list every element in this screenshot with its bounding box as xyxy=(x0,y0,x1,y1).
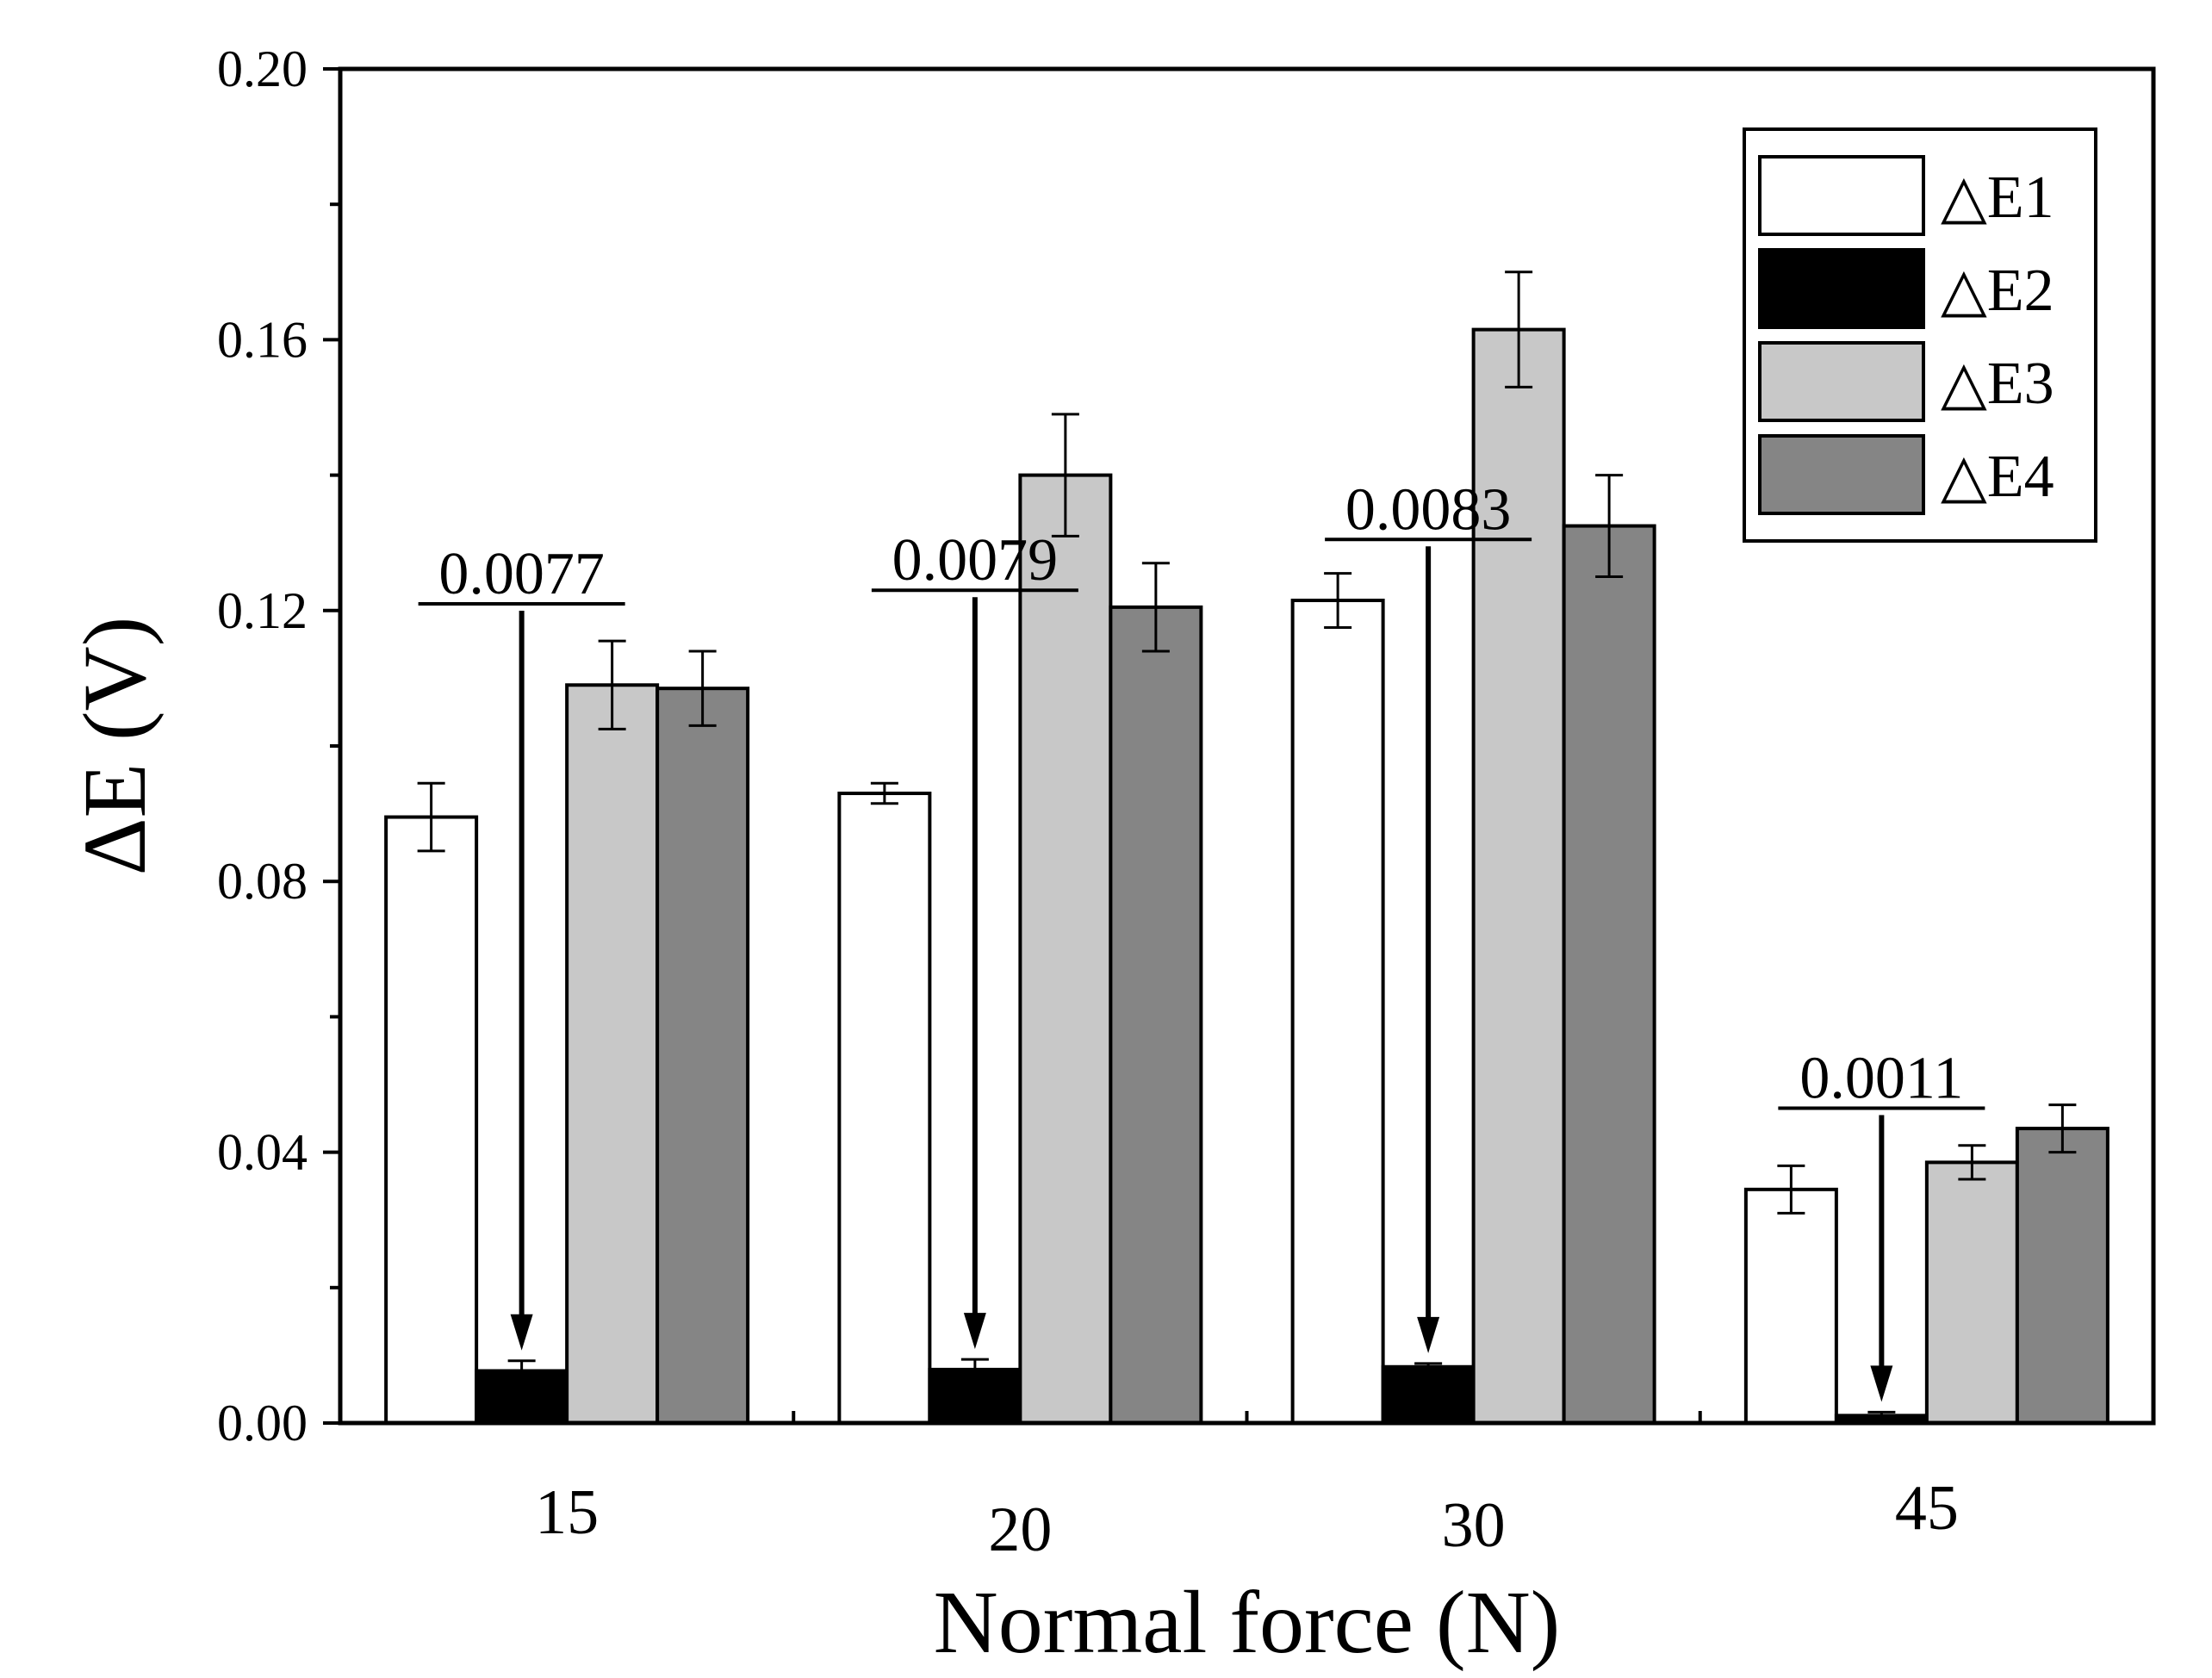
annotations-layer: 0.0077 0.0079 0.0083 0.0011 xyxy=(418,476,1985,1402)
bar-△E1-15 xyxy=(384,815,479,1425)
legend-label: △E4 xyxy=(1941,444,2054,510)
bar-△E4-15 xyxy=(656,687,750,1425)
bar-△E1-20 xyxy=(837,792,932,1425)
bar-△E3-15 xyxy=(565,683,660,1425)
annotation-label: 0.0011 xyxy=(1799,1046,1963,1112)
legend-label: △E2 xyxy=(1941,258,2054,324)
annotation-label: 0.0079 xyxy=(892,527,1059,594)
y-tick-label: 0.08 xyxy=(217,853,308,910)
bar-△E3-20 xyxy=(1018,473,1113,1425)
bar-△E4-30 xyxy=(1562,524,1656,1425)
x-tick-label: 30 xyxy=(1442,1490,1506,1561)
bar-△E3-45 xyxy=(1924,1160,2019,1425)
legend-label: △E3 xyxy=(1941,351,2054,417)
axes-layer: 0.00 0.04 0.08 0.12 0.16 0.20 15 20 30 45 xyxy=(217,40,1959,1565)
error-bars-layer xyxy=(417,270,2077,1420)
legend-swatch xyxy=(1758,248,1925,329)
y-tick-label: 0.00 xyxy=(217,1395,308,1451)
bar-△E4-20 xyxy=(1109,605,1203,1425)
y-tick-label: 0.20 xyxy=(217,40,308,97)
bar-△E2-30 xyxy=(1381,1364,1476,1425)
legend-swatch xyxy=(1758,155,1925,236)
annotation-arrow-head xyxy=(963,1313,986,1350)
y-axis-title: ΔE (V) xyxy=(65,617,165,876)
x-tick-label: 45 xyxy=(1895,1473,1959,1544)
x-axis-title: Normal force (N) xyxy=(934,1573,1561,1672)
legend-swatch xyxy=(1758,434,1925,515)
y-tick-label: 0.04 xyxy=(217,1124,308,1181)
annotation-label: 0.0077 xyxy=(438,541,605,607)
annotation-arrow-head xyxy=(1417,1316,1440,1353)
x-tick-label: 15 xyxy=(535,1477,599,1548)
y-tick-label: 0.12 xyxy=(217,582,308,639)
bar-△E1-30 xyxy=(1290,599,1385,1425)
legend-swatch xyxy=(1758,341,1925,422)
x-tick-label: 20 xyxy=(988,1495,1052,1565)
annotation-arrow-head xyxy=(1870,1365,1893,1402)
y-tick-label: 0.16 xyxy=(217,311,308,368)
annotation-arrow-head xyxy=(510,1314,533,1351)
annotation-label: 0.0083 xyxy=(1345,476,1512,543)
legend-label: △E1 xyxy=(1941,165,2054,231)
legend: △E1 △E2 △E3 △E4 xyxy=(1743,127,2097,543)
bar-△E1-45 xyxy=(1743,1187,1838,1425)
bar-△E4-45 xyxy=(2015,1127,2109,1425)
